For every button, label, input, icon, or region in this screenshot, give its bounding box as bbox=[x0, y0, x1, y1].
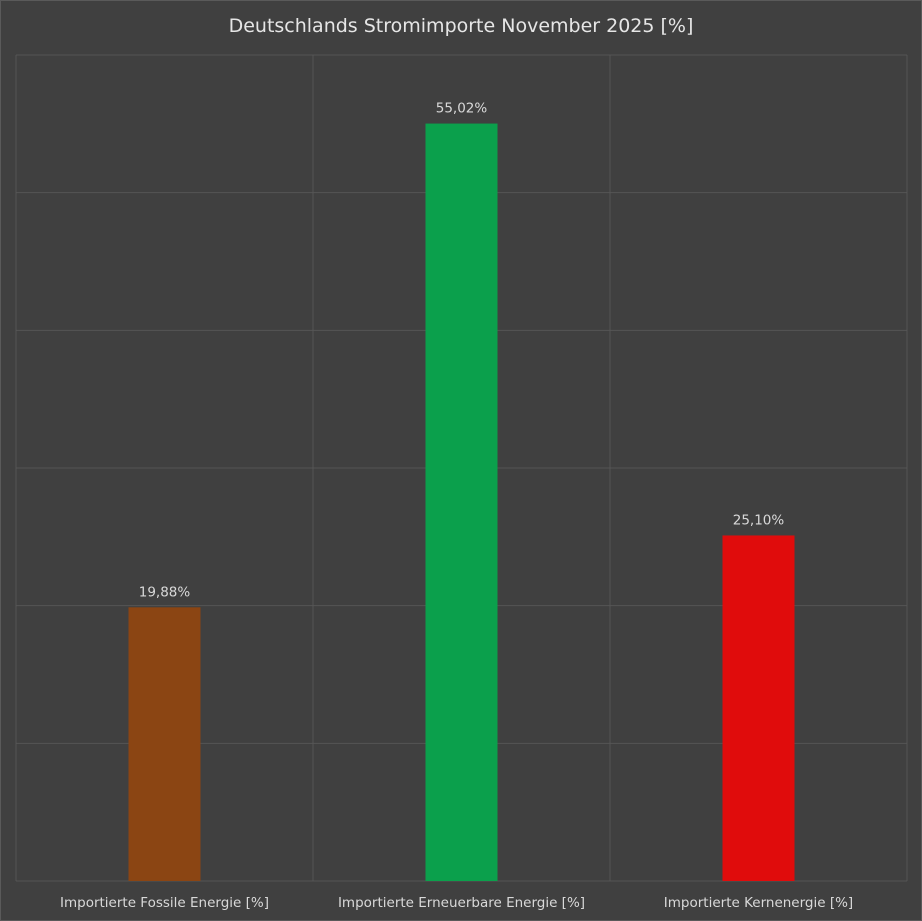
bars bbox=[128, 123, 795, 882]
chart-title: Deutschlands Stromimporte November 2025 … bbox=[229, 15, 694, 37]
data-label: 25,10% bbox=[733, 512, 785, 528]
data-label: 55,02% bbox=[436, 101, 488, 117]
x-tick-label: Importierte Kernenergie [%] bbox=[664, 895, 853, 911]
x-tick-label: Importierte Erneuerbare Energie [%] bbox=[338, 895, 585, 911]
x-tick-label: Importierte Fossile Energie [%] bbox=[60, 895, 269, 911]
data-label: 19,88% bbox=[139, 584, 191, 600]
category-tick-labels: Importierte Fossile Energie [%] Importier… bbox=[60, 895, 853, 911]
bar bbox=[128, 607, 201, 881]
value-labels: 19,88% 55,02% 25,10% bbox=[139, 101, 785, 601]
bar bbox=[722, 535, 795, 881]
bar bbox=[425, 123, 498, 882]
